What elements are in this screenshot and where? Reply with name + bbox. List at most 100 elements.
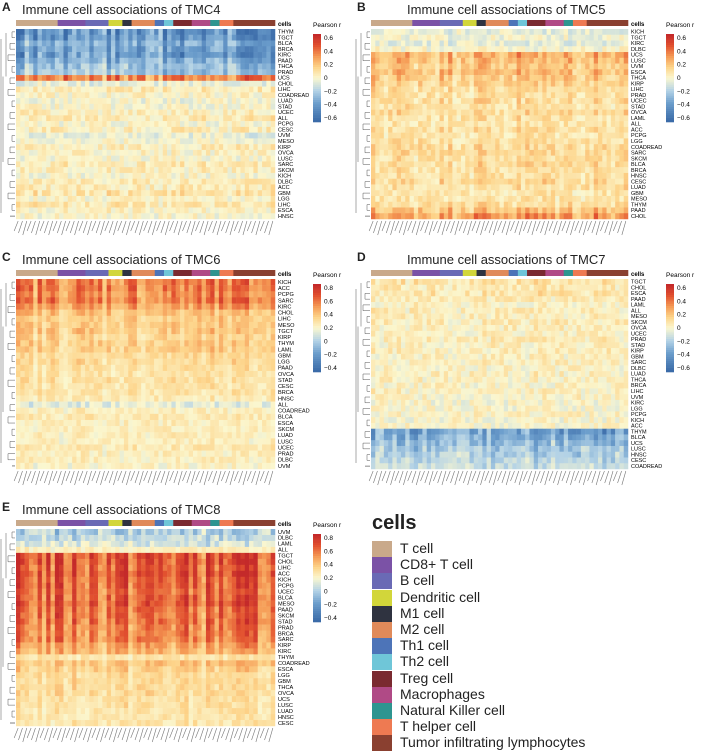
heatmap-cell [371,104,376,110]
heatmap-cell [555,190,560,196]
heatmap-cell [94,297,99,303]
heatmap-cell [465,121,470,127]
heatmap-cell [401,64,406,70]
heatmap-cell [137,184,142,190]
heatmap-cell [20,179,25,185]
heatmap-cell [258,316,263,322]
heatmap-cell [223,69,228,75]
colorbar-step [313,60,321,63]
heatmap-cell [89,213,94,219]
heatmap-cell [228,58,233,64]
heatmap-cell [388,179,393,185]
heatmap-cell [525,110,530,116]
heatmap-cell [133,334,138,340]
heatmap-cell [245,58,250,64]
heatmap-cell [81,87,86,93]
heatmap-cell [184,92,189,98]
heatmap-cell [418,173,423,179]
heatmap-cell [482,98,487,104]
heatmap-cell [184,75,189,81]
heatmap-cell [167,64,172,70]
heatmap-cell [427,144,432,150]
heatmap-cell [521,127,526,133]
annotation-segment [58,270,86,276]
annotation-segment [16,270,58,276]
heatmap-cell [594,150,599,156]
heatmap-cell [474,190,479,196]
heatmap-cell [534,167,539,173]
heatmap-cell [232,121,237,127]
heatmap-cell [29,310,34,316]
heatmap-cell [619,87,624,93]
heatmap-cell [107,297,112,303]
heatmap-cell [72,150,77,156]
heatmap-cell [215,150,220,156]
heatmap-cell [478,150,483,156]
heatmap-cell [508,92,513,98]
heatmap-cell [193,173,198,179]
heatmap-cell [534,75,539,81]
heatmap-cell [236,58,241,64]
heatmap-cell [615,213,620,219]
heatmap-cell [219,110,224,116]
heatmap-cell [206,156,211,162]
heatmap-cell [607,127,612,133]
heatmap-cell [397,121,402,127]
column-label-stub [53,221,57,231]
heatmap-cell [594,81,599,87]
heatmap-cell [55,179,60,185]
heatmap-cell [542,115,547,121]
heatmap-cell [46,334,51,340]
heatmap-cell [94,179,99,185]
heatmap-cell [448,144,453,150]
heatmap-cell [401,75,406,81]
heatmap-cell [470,213,475,219]
heatmap-cell [184,304,189,310]
heatmap-cell [81,196,86,202]
heatmap-cell [33,179,38,185]
colorbar-step [313,115,321,118]
heatmap-cell [176,41,181,47]
heatmap-cell [210,75,215,81]
heatmap-cell [418,81,423,87]
heatmap-cell [167,190,172,196]
heatmap-cell [568,46,573,52]
heatmap-cell [258,29,263,35]
heatmap-cell [236,340,241,346]
heatmap-cell [38,346,43,352]
heatmap-cell [568,75,573,81]
heatmap-cell [418,127,423,133]
heatmap-cell [154,202,159,208]
heatmap-cell [392,81,397,87]
heatmap-cell [602,110,607,116]
heatmap-cell [607,121,612,127]
heatmap-cell [94,316,99,322]
heatmap-cell [585,29,590,35]
heatmap-cell [500,58,505,64]
heatmap-cell [414,58,419,64]
heatmap-cell [202,316,207,322]
heatmap-cell [176,173,181,179]
heatmap-cell [124,98,129,104]
heatmap-cell [63,285,68,291]
heatmap-cell [76,144,81,150]
heatmap-cell [487,184,492,190]
heatmap-cell [512,35,517,41]
heatmap-cell [482,196,487,202]
heatmap-cell [598,179,603,185]
heatmap-cell [184,121,189,127]
heatmap-cell [25,316,30,322]
heatmap-cell [245,173,250,179]
heatmap-cell [577,87,582,93]
heatmap-cell [470,98,475,104]
heatmap-cell [517,75,522,81]
heatmap-cell [559,115,564,121]
heatmap-cell [33,196,38,202]
heatmap-cell [422,69,427,75]
heatmap-cell [452,46,457,52]
column-label-stub [109,221,113,233]
heatmap-cell [551,46,556,52]
heatmap-cell [20,207,25,213]
heatmap-cell [133,173,138,179]
heatmap-cell [25,92,30,98]
